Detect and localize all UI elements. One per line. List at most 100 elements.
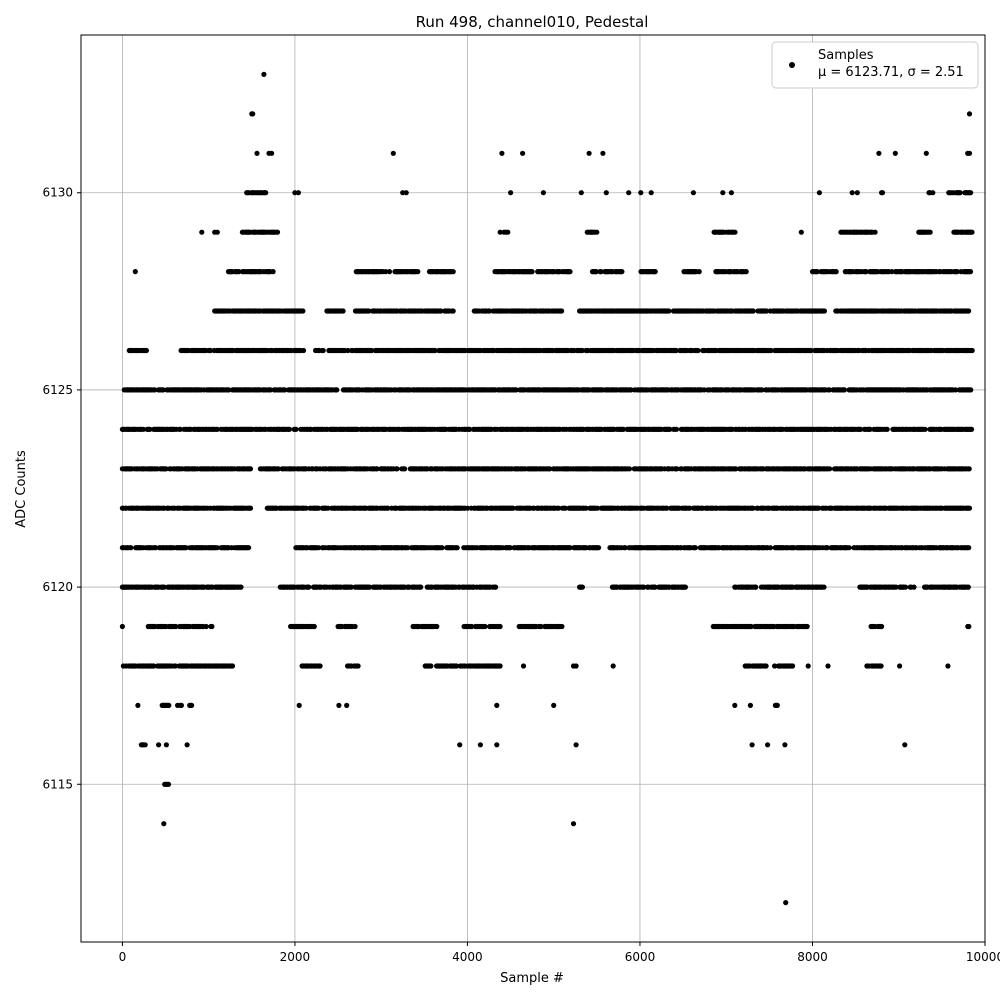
data-point	[673, 426, 680, 432]
data-point	[559, 308, 565, 314]
data-point	[238, 584, 244, 590]
data-point	[140, 426, 146, 432]
data-point	[626, 466, 633, 472]
data-point	[316, 505, 322, 511]
data-point	[902, 584, 909, 590]
data-point	[969, 426, 975, 432]
data-point	[300, 308, 306, 314]
data-point	[969, 347, 975, 354]
data-point	[214, 545, 220, 551]
data-point	[664, 505, 670, 511]
data-point	[469, 623, 475, 630]
data-point	[340, 308, 346, 314]
data-point	[594, 505, 601, 511]
data-point	[911, 584, 917, 590]
data-point	[628, 387, 634, 393]
data-point	[547, 466, 553, 472]
data-point	[226, 387, 232, 393]
data-point	[153, 545, 159, 551]
data-point	[816, 505, 822, 511]
data-point	[596, 545, 602, 551]
data-point	[750, 308, 756, 314]
data-point	[311, 623, 317, 630]
data-point	[405, 545, 411, 551]
data-point	[306, 584, 312, 590]
data-point	[763, 308, 770, 314]
data-point	[968, 387, 974, 393]
data-point	[966, 505, 973, 511]
data-point	[282, 387, 288, 393]
data-point	[821, 584, 827, 590]
chart-title: Run 498, channel010, Pedestal	[416, 13, 649, 31]
data-point	[753, 584, 759, 590]
data-point	[267, 387, 273, 393]
data-point	[247, 505, 254, 511]
data-point	[966, 466, 972, 472]
data-point	[767, 545, 774, 551]
data-point	[246, 545, 252, 551]
data-point	[750, 505, 756, 511]
data-point	[622, 545, 628, 551]
data-point	[439, 545, 445, 551]
data-point	[334, 387, 340, 393]
data-point	[143, 347, 149, 354]
data-point	[450, 308, 456, 314]
data-point	[567, 545, 573, 551]
data-point	[846, 545, 852, 551]
data-point	[366, 584, 373, 590]
data-point	[652, 584, 658, 590]
data-point	[161, 584, 167, 590]
data-point	[402, 466, 408, 472]
data-point	[965, 584, 971, 590]
data-point	[538, 623, 544, 630]
data-point	[841, 387, 848, 393]
data-point	[867, 426, 873, 432]
data-point	[173, 623, 179, 630]
data-point	[300, 347, 307, 354]
data-point	[667, 426, 673, 432]
data-point	[293, 426, 299, 432]
data-point	[486, 308, 493, 314]
data-point	[510, 505, 516, 511]
data-point	[687, 505, 693, 511]
data-point	[275, 466, 281, 472]
data-point	[369, 347, 375, 354]
data-point	[434, 623, 440, 630]
data-point	[695, 347, 701, 354]
data-point	[556, 505, 562, 511]
data-point	[559, 623, 565, 630]
data-point	[207, 347, 214, 354]
data-point	[366, 308, 372, 314]
data-point	[682, 584, 689, 590]
data-point	[824, 545, 830, 551]
data-point	[464, 505, 471, 511]
data-point	[348, 584, 354, 590]
data-point	[826, 387, 832, 393]
data-point	[858, 426, 864, 432]
data-point	[562, 505, 568, 511]
data-point	[733, 466, 739, 472]
data-point	[247, 466, 254, 472]
data-point	[394, 466, 400, 472]
data-point	[673, 347, 679, 354]
data-point	[203, 623, 209, 630]
data-point	[808, 347, 814, 354]
data-point	[759, 387, 765, 393]
data-point	[438, 308, 444, 314]
data-point	[128, 545, 134, 551]
data-point	[177, 426, 183, 432]
data-point	[214, 426, 220, 432]
data-point	[286, 426, 292, 432]
data-point	[467, 426, 473, 432]
data-point	[966, 545, 972, 551]
data-point	[160, 387, 166, 393]
data-point	[641, 584, 647, 590]
data-point	[325, 505, 331, 511]
data-point	[352, 623, 358, 630]
data-point	[316, 545, 322, 551]
data-point	[303, 505, 309, 511]
data-point	[922, 426, 928, 432]
data-point	[497, 623, 503, 630]
